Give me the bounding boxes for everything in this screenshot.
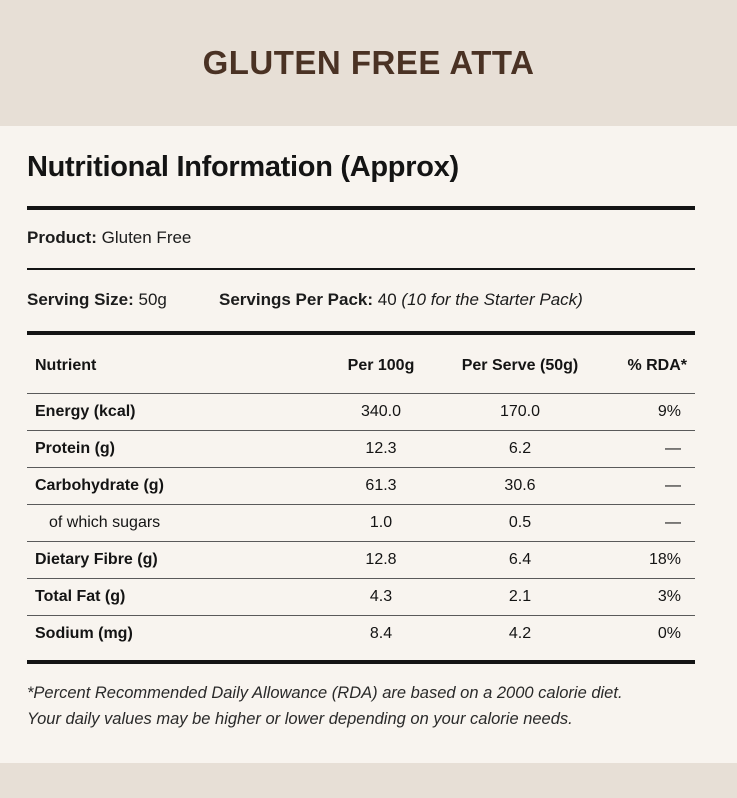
col-header-per-serve: Per Serve (50g) [461, 356, 579, 374]
per-100g-value: 340.0 [317, 392, 445, 430]
heading-rule [27, 206, 695, 210]
rda-value: 18% [595, 540, 695, 578]
rda-value: — [595, 466, 695, 504]
table-row: of which sugars 1.0 0.5 — [27, 503, 695, 541]
nutrient-name: Protein (g) [27, 429, 317, 467]
servings-per-pack-value: 40 [377, 290, 397, 309]
nutrient-name: Dietary Fibre (g) [27, 540, 317, 578]
rda-value: — [595, 429, 695, 467]
nutrient-name: of which sugars [27, 503, 317, 541]
per-100g-value: 61.3 [317, 466, 445, 504]
product-label: Product: [27, 228, 97, 247]
table-row: Carbohydrate (g) 61.3 30.6 — [27, 466, 695, 504]
table-bottom-rule [27, 660, 695, 664]
nutrient-name: Total Fat (g) [27, 577, 317, 615]
serving-size-line: Serving Size: 50g [27, 290, 167, 310]
per-100g-value: 1.0 [317, 503, 445, 541]
footnote-line-1: *Percent Recommended Daily Allowance (RD… [27, 684, 623, 702]
nutrition-panel: Nutritional Information (Approx) Product… [0, 126, 737, 763]
rda-value: 0% [595, 614, 695, 652]
table-row: Energy (kcal) 340.0 170.0 9% [27, 392, 695, 430]
col-header-nutrient: Nutrient [35, 356, 97, 374]
per-serve-value: 0.5 [445, 503, 595, 541]
per-serve-value: 2.1 [445, 577, 595, 615]
product-rule [27, 268, 695, 270]
per-100g-value: 8.4 [317, 614, 445, 652]
servings-per-pack-note: (10 for the Starter Pack) [401, 290, 583, 309]
per-serve-value: 30.6 [445, 466, 595, 504]
per-100g-value: 12.8 [317, 540, 445, 578]
product-line: Product: Gluten Free [27, 228, 191, 248]
table-top-rule [27, 331, 695, 335]
col-header-per-100g: Per 100g [347, 356, 415, 374]
col-header-rda: % RDA* [627, 356, 687, 374]
footer-band [0, 763, 737, 798]
panel-heading: Nutritional Information (Approx) [27, 151, 459, 183]
per-serve-value: 4.2 [445, 614, 595, 652]
table-row: Protein (g) 12.3 6.2 — [27, 429, 695, 467]
per-serve-value: 6.2 [445, 429, 595, 467]
nutrient-name: Energy (kcal) [27, 392, 317, 430]
product-value: Gluten Free [101, 228, 192, 247]
footnote-line-2: Your daily values may be higher or lower… [27, 710, 573, 728]
servings-per-pack-label: Servings Per Pack: [219, 290, 374, 309]
rda-value: — [595, 503, 695, 541]
per-serve-value: 6.4 [445, 540, 595, 578]
per-serve-value: 170.0 [445, 392, 595, 430]
table-row: Sodium (mg) 8.4 4.2 0% [27, 614, 695, 652]
table-header-row: Nutrient Per 100g Per Serve (50g) % RDA* [27, 339, 695, 393]
table-row: Dietary Fibre (g) 12.8 6.4 18% [27, 540, 695, 578]
product-title: GLUTEN FREE ATTA [202, 44, 535, 81]
per-100g-value: 4.3 [317, 577, 445, 615]
rda-footnote: *Percent Recommended Daily Allowance (RD… [27, 680, 707, 732]
header-band: GLUTEN FREE ATTA [0, 0, 737, 126]
rda-value: 9% [595, 392, 695, 430]
serving-size-value: 50g [138, 290, 167, 309]
per-100g-value: 12.3 [317, 429, 445, 467]
nutrition-table: Nutrient Per 100g Per Serve (50g) % RDA*… [27, 339, 695, 652]
nutrient-name: Carbohydrate (g) [27, 466, 317, 504]
serving-size-label: Serving Size: [27, 290, 134, 309]
rda-value: 3% [595, 577, 695, 615]
servings-per-pack-line: Servings Per Pack: 40 (10 for the Starte… [219, 290, 583, 310]
nutrient-name: Sodium (mg) [27, 614, 317, 652]
table-row: Total Fat (g) 4.3 2.1 3% [27, 577, 695, 615]
